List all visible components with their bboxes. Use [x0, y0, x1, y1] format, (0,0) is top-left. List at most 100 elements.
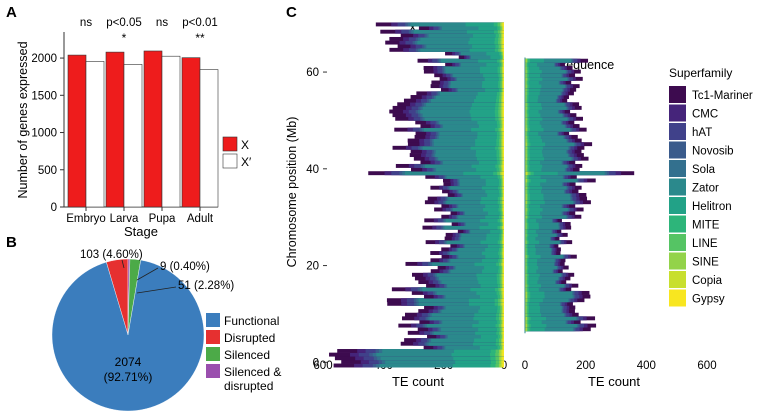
- c-legend-label-line: LINE: [692, 238, 718, 250]
- a-xtick-label-larva: Larva: [110, 213, 139, 225]
- c-left-band-gypsy: [502, 298, 504, 303]
- c-right-band-zator: [525, 301, 560, 306]
- c-left-band-zator: [458, 254, 504, 259]
- c-left-band-zator: [439, 131, 504, 136]
- c-left-band-zator: [426, 102, 504, 107]
- c-right-band-helitron: [525, 261, 537, 266]
- c-left-band-zator: [441, 280, 504, 285]
- c-left-band-gypsy: [503, 76, 504, 81]
- b-slice-functional: [51, 259, 205, 412]
- c-left-band-helitron: [478, 26, 504, 31]
- c-right-band-zator: [525, 309, 562, 314]
- c-right-band-helitron: [525, 280, 538, 285]
- c-left-band-gypsy: [503, 345, 504, 350]
- c-left-band-zator: [430, 98, 504, 103]
- c-left-band-helitron: [473, 341, 504, 346]
- c-left-band-zator: [445, 345, 504, 350]
- c-left-band-gypsy: [502, 316, 504, 321]
- c-left-band-gypsy: [503, 327, 504, 332]
- c-left-band-zator: [435, 153, 504, 158]
- c-right-band-zator: [525, 193, 570, 197]
- c-right-band-helitron: [525, 316, 547, 321]
- c-left-band-zator: [440, 58, 504, 63]
- c-left-band-helitron: [476, 149, 504, 154]
- a-xtick-label-embryo: Embryo: [66, 213, 106, 225]
- c-right-band-helitron: [525, 105, 542, 110]
- c-right-band-helitron: [525, 95, 539, 99]
- c-left-band-helitron: [476, 156, 504, 161]
- c-right-band-helitron: [525, 193, 544, 197]
- c-left-band-helitron: [475, 142, 504, 147]
- c-left-band-gypsy: [503, 153, 504, 158]
- c-left-band-helitron: [470, 105, 504, 110]
- c-left-band-zator: [450, 269, 504, 274]
- c-right-band-helitron: [525, 174, 541, 179]
- c-right-band-zator: [525, 236, 551, 241]
- a-sig-p-adult: p<0.01: [182, 17, 218, 29]
- c-right-band-zator: [525, 131, 558, 136]
- c-left-band-gypsy: [503, 84, 504, 89]
- c-left-band-gypsy: [503, 272, 504, 277]
- c-left-band-gypsy: [503, 185, 504, 190]
- c-right-band-zator: [525, 167, 565, 172]
- a-legend-swatch-x: [222, 136, 238, 152]
- c-left-band-gypsy: [503, 160, 504, 165]
- c-left-band-helitron: [482, 269, 504, 274]
- c-right-band-zator: [525, 174, 563, 179]
- c-left-band-zator: [441, 309, 504, 314]
- c-left-band-helitron: [475, 330, 504, 335]
- c-left-band-helitron: [476, 272, 504, 277]
- panel-label-c: C: [286, 4, 297, 21]
- c-legend-label-zator: Zator: [692, 183, 719, 195]
- a-ytick-label: 500: [38, 165, 57, 177]
- c-left-band-helitron: [479, 69, 504, 74]
- c-right-band-helitron: [525, 225, 539, 230]
- c-xtick-right: 0: [522, 360, 528, 372]
- c-right-band-helitron: [525, 283, 541, 288]
- c-right-band-zator: [525, 76, 568, 81]
- c-left-band-gypsy: [503, 87, 504, 92]
- c-right-band-zator: [525, 113, 563, 118]
- c-left-band-zator: [426, 323, 504, 328]
- c-right-band-helitron: [525, 58, 544, 63]
- c-right-band-zator: [525, 287, 559, 292]
- c-right-band-helitron: [525, 247, 536, 252]
- a-legend-swatch-xprime: [222, 153, 238, 169]
- c-left-band-copia: [500, 359, 504, 364]
- c-left-band-helitron: [478, 124, 504, 128]
- c-left-band-gypsy: [503, 290, 504, 295]
- c-right-band-helitron: [525, 66, 540, 70]
- c-right-band-helitron: [525, 327, 545, 332]
- c-right-band-helitron: [525, 189, 542, 194]
- c-left-band-helitron: [484, 265, 504, 270]
- c-legend-swatch-tc1-mariner: [669, 86, 686, 103]
- c-left-band-zator: [418, 298, 504, 303]
- c-legend-swatch-hat: [669, 123, 686, 140]
- c-left-band-helitron: [482, 80, 504, 85]
- c-left-band-zator: [420, 47, 504, 52]
- c-right-band-helitron: [525, 87, 541, 92]
- c-left-band-zator: [445, 305, 504, 310]
- c-left-band-gypsy: [503, 80, 504, 85]
- a-x-axis-label: Stage: [124, 224, 158, 239]
- c-left-band-gypsy: [503, 156, 504, 161]
- c-right-band-zator: [525, 134, 564, 139]
- c-left-band-zator: [418, 301, 504, 306]
- c-left-band-gypsy: [503, 134, 504, 139]
- c-left-band-helitron: [478, 160, 504, 165]
- c-left-band-gypsy: [503, 251, 504, 255]
- c-left-band-gypsy: [503, 330, 504, 335]
- c-right-band-zator: [525, 84, 565, 89]
- c-right-band-zator: [525, 171, 605, 176]
- c-left-band-helitron: [490, 229, 504, 234]
- c-legend-swatch-line: [669, 234, 686, 251]
- c-right-band-helitron: [525, 298, 543, 303]
- c-legend-swatch-sola: [669, 160, 686, 177]
- c-left-band-gypsy: [502, 116, 504, 121]
- c-left-band-gypsy: [503, 120, 504, 125]
- c-left-band-helitron: [478, 309, 504, 314]
- c-right-band-helitron: [525, 178, 547, 183]
- c-left-band-gypsy: [502, 323, 504, 328]
- a-bar-embryo-xprime: [85, 61, 105, 208]
